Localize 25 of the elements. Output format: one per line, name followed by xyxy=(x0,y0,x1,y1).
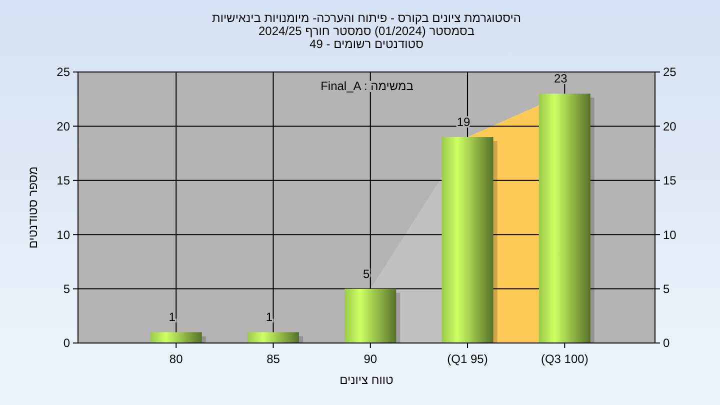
x-tick-label: (Q1 95) xyxy=(447,352,488,366)
x-tick-label: 85 xyxy=(266,352,280,366)
y2-tick-label: 20 xyxy=(663,119,677,134)
y2-tick-label: 0 xyxy=(663,336,670,350)
y-tick-label: 15 xyxy=(56,174,70,188)
x-axis-title: טווח ציונים xyxy=(340,373,394,387)
y-tick-label: 10 xyxy=(56,228,70,242)
y2-tick-label: 25 xyxy=(663,65,677,80)
data-label: 5 xyxy=(363,266,370,281)
y-tick-label: 25 xyxy=(56,65,70,80)
y-tick-label: 20 xyxy=(56,119,70,134)
y2-tick-label: 5 xyxy=(663,282,670,296)
y-tick-label: 0 xyxy=(63,336,70,350)
y2-tick-label: 15 xyxy=(663,174,677,188)
y-tick-label: 5 xyxy=(63,282,70,296)
x-tick-label: 90 xyxy=(364,352,378,366)
y2-tick-label: 10 xyxy=(663,228,677,242)
x-tick-label: 80 xyxy=(169,352,184,366)
y-axis-title: מספר סטודנטים xyxy=(26,166,40,249)
data-label: 1 xyxy=(266,310,273,324)
x-tick-label: (Q3 100) xyxy=(540,352,588,366)
data-label: 1 xyxy=(168,310,176,324)
chart-subtitle: בסמסטר (01/2024) סמסטר חורף 2024/25 סטודנטים רשומים - 49 xyxy=(258,24,475,51)
annotation: Final_A : במשימה xyxy=(320,79,414,93)
chart-title: היסטוגרמת ציונים בקורס - פיתוח והערכה- מיומנויות בינאישיות xyxy=(212,11,521,25)
